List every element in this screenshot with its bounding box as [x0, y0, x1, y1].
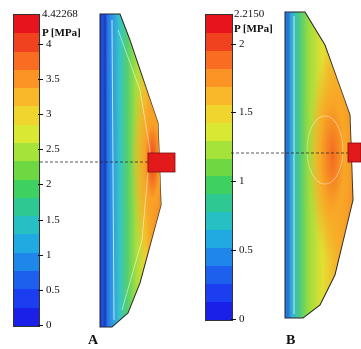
panel-b: 2.2150 P [MPa] 2 1.5 1 0.5 0 — [185, 0, 361, 349]
colorbar-band — [206, 68, 232, 87]
colorbar-tick — [38, 325, 43, 326]
colorbar-band — [206, 284, 232, 302]
colorbar-band — [14, 69, 39, 89]
colorbar-band — [14, 88, 39, 107]
colorbar-band — [206, 230, 232, 249]
colorbar-band — [206, 266, 232, 285]
colorbar-tick-label: 2 — [239, 37, 245, 50]
colorbar-tick — [38, 254, 43, 256]
colorbar-tick-label: 4 — [46, 37, 52, 50]
colorbar-b-unit-label: P [MPa] — [234, 23, 273, 35]
colorbar-band — [206, 158, 232, 177]
colorbar-band — [206, 140, 232, 159]
colorbar-band — [206, 15, 232, 33]
colorbar-band — [14, 15, 39, 34]
colorbar-tick — [38, 149, 43, 151]
colorbar-tick — [231, 112, 236, 114]
colorbar-tick — [231, 43, 236, 45]
colorbar-band — [206, 248, 232, 267]
panel-a-letter: A — [88, 333, 99, 348]
colorbar-tick-label: 1 — [239, 175, 245, 188]
colorbar-band — [14, 270, 39, 290]
colorbar-band — [14, 179, 39, 198]
colorbar-tick — [231, 250, 236, 252]
colorbar-tick-label: 2 — [46, 178, 52, 191]
contour-plot-b — [231, 11, 361, 319]
colorbar-band — [14, 252, 39, 271]
colorbar-tick — [231, 319, 236, 320]
colorbar-band — [14, 161, 39, 180]
colorbar-tick — [38, 43, 43, 45]
colorbar-tick-label: 0.5 — [46, 283, 60, 296]
colorbar-tick-label: 1.5 — [239, 106, 253, 119]
colorbar-tick-label: 0 — [46, 319, 52, 331]
colorbar-tick — [38, 289, 43, 291]
colorbar-tick-label: 0 — [239, 313, 245, 325]
colorbar-b-max-label: 2.2150 — [234, 8, 265, 20]
colorbar-band — [14, 234, 39, 253]
colorbar-a — [13, 14, 40, 327]
colorbar-band — [14, 289, 39, 308]
colorbar-band — [206, 50, 232, 69]
colorbar-band — [206, 86, 232, 105]
contour-plot-a — [40, 13, 176, 328]
stem-a — [147, 152, 176, 173]
colorbar-tick-label: 3 — [46, 108, 52, 121]
colorbar-tick — [38, 184, 43, 186]
colorbar-tick-label: 0.5 — [239, 244, 253, 257]
colorbar-band — [14, 216, 39, 235]
colorbar-band — [206, 122, 232, 141]
colorbar-tick — [38, 114, 43, 116]
colorbar-band — [206, 212, 232, 231]
stem-b — [347, 142, 361, 163]
colorbar-band — [206, 32, 232, 51]
colorbar-band — [14, 142, 39, 162]
colorbar-tick — [231, 181, 236, 183]
colorbar-band — [206, 104, 232, 123]
colorbar-a-max-label: 4.42268 — [42, 8, 78, 20]
colorbar-tick-label: 2.5 — [46, 143, 60, 156]
colorbar-b — [205, 14, 233, 321]
colorbar-band — [206, 302, 232, 320]
colorbar-band — [14, 51, 39, 70]
colorbar-band — [14, 106, 39, 125]
colorbar-tick — [38, 78, 43, 80]
panel-a: 4.42268 P [MPa] 4 3.5 3 2.5 2 1.5 1 0.5 0 — [13, 8, 176, 348]
colorbar-tick-label: 1 — [46, 248, 52, 261]
colorbar-tick — [38, 219, 43, 221]
colorbar-band — [14, 124, 39, 143]
colorbar-band — [14, 33, 39, 52]
colorbar-band — [14, 307, 39, 326]
panel-b-letter: B — [286, 333, 296, 348]
colorbar-band — [206, 176, 232, 195]
colorbar-band — [14, 197, 39, 217]
colorbar-band — [206, 194, 232, 213]
colorbar-a-unit-label: P [MPa] — [42, 27, 81, 39]
colorbar-tick-label: 3.5 — [46, 72, 60, 85]
colorbar-tick-label: 1.5 — [46, 213, 60, 226]
